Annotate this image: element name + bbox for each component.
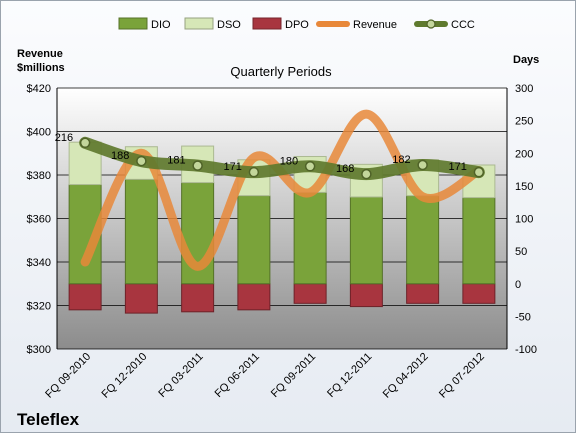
legend-label: DPO bbox=[285, 19, 309, 31]
chart-title: Quarterly Periods bbox=[230, 64, 332, 79]
ccc-marker bbox=[417, 159, 428, 171]
right-tick-label: 300 bbox=[515, 83, 533, 95]
ccc-data-label: 171 bbox=[224, 161, 242, 173]
right-tick-label: 200 bbox=[515, 148, 533, 160]
ccc-marker bbox=[136, 155, 147, 167]
dpo-bar bbox=[181, 283, 215, 313]
dpo-bar bbox=[462, 283, 496, 304]
ccc-markers: 216 188 181 171 180 168 182 171 bbox=[55, 132, 485, 180]
ccc-data-label: 181 bbox=[167, 155, 185, 167]
dpo-bar bbox=[124, 283, 158, 314]
right-tick-label: 50 bbox=[515, 246, 527, 258]
x-tick-label: FQ 06-2011 bbox=[213, 351, 262, 400]
ccc-data-label: 216 bbox=[55, 132, 73, 144]
dpo-bar bbox=[406, 283, 440, 304]
ccc-marker bbox=[79, 137, 91, 149]
right-tick-label: -100 bbox=[515, 344, 537, 356]
left-axis-ticks: $300 $320 $340 $360 $380 $400 $420 bbox=[27, 83, 51, 356]
ccc-marker bbox=[304, 161, 316, 172]
right-tick-label: 100 bbox=[515, 214, 533, 226]
legend-label: DSO bbox=[217, 19, 241, 31]
left-tick-label: $340 bbox=[27, 257, 51, 269]
dpo-bar bbox=[293, 283, 327, 304]
legend-swatch bbox=[252, 17, 282, 30]
left-tick-label: $380 bbox=[27, 170, 51, 182]
dio-bar bbox=[237, 195, 271, 285]
legend-label: DIO bbox=[151, 19, 171, 31]
ccc-marker bbox=[192, 160, 203, 171]
ccc-marker bbox=[361, 168, 372, 180]
x-tick-label: FQ 09-2010 bbox=[43, 351, 93, 401]
legend-label: Revenue bbox=[353, 19, 397, 31]
dio-bar bbox=[349, 196, 383, 285]
ccc-data-label: 171 bbox=[449, 161, 467, 173]
dpo-bar bbox=[349, 283, 383, 308]
x-axis-ticks: FQ 09-2010 FQ 12-2010 FQ 03-2011 FQ 06-2011… bbox=[43, 351, 487, 401]
right-tick-label: -50 bbox=[515, 311, 531, 323]
legend: DIO DSO DPO Revenue CCC bbox=[118, 17, 475, 31]
x-tick-label: FQ 03-2011 bbox=[156, 351, 205, 400]
x-tick-label: FQ 07-2012 bbox=[437, 351, 487, 401]
company-name: Teleflex bbox=[17, 410, 80, 429]
x-tick-label: FQ 12-2011 bbox=[325, 351, 374, 400]
x-tick-label: FQ 04-2012 bbox=[381, 351, 431, 401]
left-tick-label: $360 bbox=[27, 214, 51, 226]
left-tick-label: $420 bbox=[27, 83, 51, 95]
x-tick-label: FQ 12-2010 bbox=[100, 351, 150, 401]
left-tick-label: $300 bbox=[27, 344, 51, 356]
ccc-data-label: 180 bbox=[280, 155, 298, 167]
left-tick-label: $320 bbox=[27, 301, 51, 313]
x-tick-label: FQ 09-2011 bbox=[269, 351, 318, 400]
ccc-marker bbox=[473, 166, 485, 178]
ccc-marker bbox=[248, 166, 260, 178]
legend-swatch bbox=[184, 17, 214, 30]
left-axis-label-line2: $millions bbox=[17, 62, 65, 74]
legend-marker bbox=[426, 19, 436, 29]
right-tick-label: 0 bbox=[515, 279, 521, 291]
dpo-bar bbox=[68, 283, 102, 311]
ccc-data-label: 182 bbox=[392, 154, 410, 166]
dio-bar bbox=[293, 191, 327, 285]
ccc-data-label: 168 bbox=[336, 163, 354, 175]
legend-swatch bbox=[118, 17, 148, 30]
right-tick-label: 150 bbox=[515, 181, 533, 193]
right-tick-label: 250 bbox=[515, 116, 533, 128]
left-tick-label: $400 bbox=[27, 127, 51, 139]
dio-bar bbox=[462, 197, 496, 285]
legend-label: CCC bbox=[451, 19, 475, 31]
right-axis-ticks: -100 -50 0 50 100 150 200 250 300 bbox=[515, 83, 537, 356]
dio-bar bbox=[406, 195, 440, 285]
dpo-bar bbox=[237, 283, 271, 311]
right-axis-label: Days bbox=[513, 54, 539, 66]
left-axis-label-line1: Revenue bbox=[17, 48, 63, 60]
ccc-data-label: 188 bbox=[111, 150, 129, 162]
dio-bar bbox=[124, 178, 158, 285]
